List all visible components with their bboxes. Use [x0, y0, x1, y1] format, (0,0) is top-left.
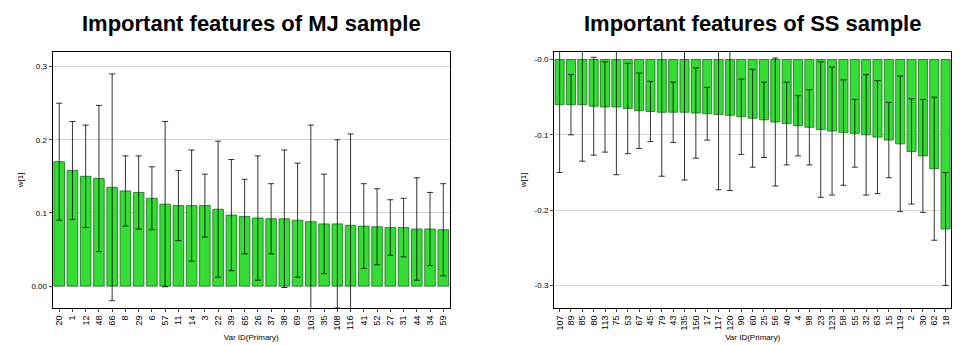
- svg-text:98: 98: [804, 316, 814, 326]
- svg-text:17: 17: [702, 316, 712, 326]
- svg-text:119: 119: [895, 316, 905, 330]
- svg-text:32: 32: [861, 316, 871, 326]
- svg-text:0.3: 0.3: [36, 62, 48, 71]
- svg-text:57: 57: [160, 316, 170, 326]
- svg-text:40: 40: [782, 316, 792, 326]
- svg-text:Important features of SS sampl: Important features of SS sample: [584, 11, 921, 36]
- svg-text:34: 34: [425, 316, 435, 326]
- svg-text:2: 2: [906, 316, 916, 321]
- svg-text:113: 113: [600, 316, 610, 330]
- svg-text:45: 45: [645, 316, 655, 326]
- svg-text:63: 63: [872, 316, 882, 326]
- svg-text:Var ID(Primary): Var ID(Primary): [725, 333, 780, 342]
- svg-text:6: 6: [147, 316, 157, 321]
- svg-text:116: 116: [345, 316, 355, 330]
- svg-text:15: 15: [884, 316, 894, 326]
- svg-text:w[1]: w[1]: [16, 173, 25, 189]
- svg-text:Var ID(Primary): Var ID(Primary): [224, 333, 279, 342]
- svg-text:103: 103: [306, 316, 316, 331]
- svg-text:66: 66: [107, 316, 117, 326]
- svg-text:90: 90: [736, 316, 746, 326]
- svg-text:89: 89: [566, 316, 576, 326]
- svg-text:117: 117: [713, 316, 723, 330]
- svg-text:4: 4: [793, 316, 803, 321]
- svg-text:30: 30: [918, 316, 928, 326]
- svg-text:-0.1: -0.1: [535, 131, 549, 140]
- svg-text:35: 35: [319, 316, 329, 326]
- svg-text:23: 23: [816, 316, 826, 326]
- svg-text:43: 43: [668, 316, 678, 326]
- svg-text:59: 59: [438, 316, 448, 326]
- svg-text:120: 120: [725, 316, 735, 331]
- svg-text:Important features of MJ sampl: Important features of MJ sample: [82, 11, 421, 36]
- svg-text:29: 29: [134, 316, 144, 326]
- svg-text:14: 14: [187, 316, 197, 326]
- svg-text:22: 22: [213, 316, 223, 326]
- svg-text:123: 123: [827, 316, 837, 331]
- svg-text:75: 75: [611, 316, 621, 326]
- svg-text:-0.0: -0.0: [535, 55, 549, 64]
- svg-text:38: 38: [279, 316, 289, 326]
- svg-text:53: 53: [623, 316, 633, 326]
- svg-text:0.1: 0.1: [36, 209, 48, 218]
- svg-text:8: 8: [120, 316, 130, 321]
- svg-text:12: 12: [81, 316, 91, 326]
- svg-text:39: 39: [226, 316, 236, 326]
- svg-text:58: 58: [838, 316, 848, 326]
- svg-text:79: 79: [657, 316, 667, 326]
- svg-text:80: 80: [589, 316, 599, 326]
- svg-text:37: 37: [266, 316, 276, 326]
- svg-text:20: 20: [54, 316, 64, 326]
- svg-text:108: 108: [332, 316, 342, 331]
- svg-text:3: 3: [200, 316, 210, 321]
- svg-text:0.2: 0.2: [36, 136, 48, 145]
- svg-text:-0.2: -0.2: [535, 206, 549, 215]
- svg-text:w[1]: w[1]: [519, 173, 528, 189]
- svg-text:67: 67: [634, 316, 644, 326]
- svg-text:107: 107: [555, 316, 565, 331]
- svg-text:11: 11: [173, 316, 183, 325]
- svg-text:55: 55: [850, 316, 860, 326]
- svg-text:-0.3: -0.3: [535, 281, 549, 290]
- svg-text:48: 48: [94, 316, 104, 326]
- svg-text:60: 60: [748, 316, 758, 326]
- svg-text:65: 65: [240, 316, 250, 326]
- svg-text:0.00: 0.00: [31, 282, 47, 291]
- svg-text:41: 41: [359, 316, 369, 326]
- svg-text:62: 62: [929, 316, 939, 326]
- svg-text:1: 1: [67, 316, 77, 321]
- svg-text:85: 85: [577, 316, 587, 326]
- svg-text:56: 56: [770, 316, 780, 326]
- svg-text:135: 135: [679, 316, 689, 331]
- svg-text:52: 52: [372, 316, 382, 326]
- svg-text:44: 44: [412, 316, 422, 326]
- svg-text:150: 150: [691, 316, 701, 331]
- svg-text:25: 25: [759, 316, 769, 326]
- svg-text:27: 27: [385, 316, 395, 326]
- svg-text:26: 26: [253, 316, 263, 326]
- svg-text:18: 18: [941, 316, 951, 326]
- svg-text:69: 69: [293, 316, 303, 326]
- svg-text:31: 31: [398, 316, 408, 326]
